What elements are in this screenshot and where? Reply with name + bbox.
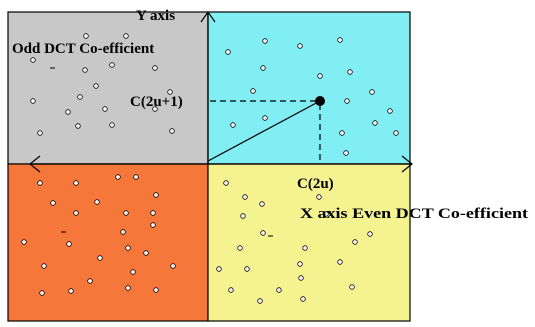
y-axis-arrow-top [200, 10, 216, 23]
coefficient-dot [240, 213, 246, 219]
coefficient-dot [298, 275, 304, 281]
coefficient-dot [50, 200, 56, 206]
coefficient-dot [262, 38, 268, 44]
vector-endpoint-dot [315, 96, 325, 106]
coefficient-dot [339, 130, 345, 136]
coefficient-dot [169, 128, 175, 134]
small-dash-marks [50, 67, 273, 237]
coefficient-dot [260, 230, 266, 236]
coefficient-dot [337, 259, 343, 265]
coefficient-dot [387, 108, 393, 114]
coefficient-dot [344, 98, 350, 104]
coefficient-dot [242, 194, 248, 200]
coefficient-dot [216, 266, 222, 272]
quadrant-bottom-left [7, 163, 209, 322]
coefficient-dot [225, 49, 231, 55]
coefficient-dot [66, 241, 72, 247]
coefficient-dot [87, 278, 93, 284]
odd-coefficient-label: Odd DCT Co-efficient [12, 41, 154, 57]
coefficient-dot [125, 245, 131, 251]
coefficient-dot [352, 239, 358, 245]
x-axis-even-coefficient-label: X axis Even DCT Co-efficient [300, 206, 528, 222]
coefficient-dot [302, 245, 308, 251]
coefficient-dot [230, 122, 236, 128]
quadrant-top-right [207, 11, 411, 165]
coefficient-dot [228, 287, 234, 293]
coefficient-dot [343, 150, 349, 156]
coefficient-dot [276, 287, 282, 293]
coefficient-dot [369, 89, 375, 95]
coefficient-dot [77, 94, 83, 100]
quadrant-bottom-right [207, 163, 411, 322]
coefficient-dot [123, 33, 129, 39]
x-axis-arrow-right [401, 155, 413, 173]
coefficient-dot [257, 298, 263, 304]
coefficient-dot [323, 211, 329, 217]
coefficient-dot [337, 37, 343, 43]
y-axis-label: Y axis [136, 8, 175, 24]
coefficient-dot [37, 180, 43, 186]
coefficient-dot [41, 263, 47, 269]
coefficient-dot [167, 89, 173, 95]
coefficient-dot [150, 222, 156, 228]
coefficient-dot [153, 192, 159, 198]
coefficient-dot [109, 62, 115, 68]
coefficient-dot [65, 109, 71, 115]
coefficient-dot [153, 287, 159, 293]
coefficient-dots [21, 33, 399, 304]
coefficient-dot [82, 67, 88, 73]
quadrant-top-left [7, 11, 209, 165]
coefficient-dot [317, 73, 323, 79]
coefficient-dot [93, 83, 99, 89]
coefficient-dot [94, 199, 100, 205]
coefficient-dot [244, 266, 250, 272]
coefficient-dot [260, 65, 266, 71]
coefficient-dot [347, 69, 353, 75]
coefficient-dot [97, 255, 103, 261]
coefficient-dot [133, 174, 139, 180]
coefficient-dot [83, 33, 89, 39]
c-2u-plus-1-label: C(2u+1) [130, 94, 183, 110]
coefficient-dot [73, 180, 79, 186]
coefficient-dot [30, 57, 36, 63]
coefficient-dot [21, 239, 27, 245]
coefficient-dot [75, 123, 81, 129]
coefficient-dot [152, 65, 158, 71]
coefficient-dot [367, 231, 373, 237]
c-2u-label: C(2u) [297, 176, 334, 192]
coefficient-dot [73, 210, 79, 216]
coefficient-dot [152, 106, 158, 112]
coefficient-dot [68, 288, 74, 294]
coefficient-dot [37, 130, 43, 136]
coefficient-dot [102, 106, 108, 112]
coefficient-dot [120, 229, 126, 235]
coefficient-dot [259, 201, 265, 207]
coefficient-dot [39, 290, 45, 296]
coefficient-dot [123, 210, 129, 216]
coefficient-dot [297, 261, 303, 267]
coefficient-dot [349, 284, 355, 290]
axes [29, 10, 413, 173]
vector-construction [207, 100, 321, 162]
coefficient-dot [250, 88, 256, 94]
coefficient-dot [393, 130, 399, 136]
coefficient-dot [109, 122, 115, 128]
coefficient-dot [372, 120, 378, 126]
coefficient-dot [300, 296, 306, 302]
coefficient-dot [150, 210, 156, 216]
coefficient-dot [223, 180, 229, 186]
coefficient-dot [237, 245, 243, 251]
vector-line [207, 100, 321, 162]
coefficient-dot [316, 194, 322, 200]
coefficient-dot [143, 250, 149, 256]
coefficient-dot [30, 98, 36, 104]
coefficient-dot [115, 174, 121, 180]
coefficient-dot [125, 285, 131, 291]
x-axis-arrow-left [29, 155, 41, 173]
coefficient-dot [297, 43, 303, 49]
coefficient-dot [262, 115, 268, 121]
coefficient-dot [130, 269, 136, 275]
coefficient-dot [170, 263, 176, 269]
